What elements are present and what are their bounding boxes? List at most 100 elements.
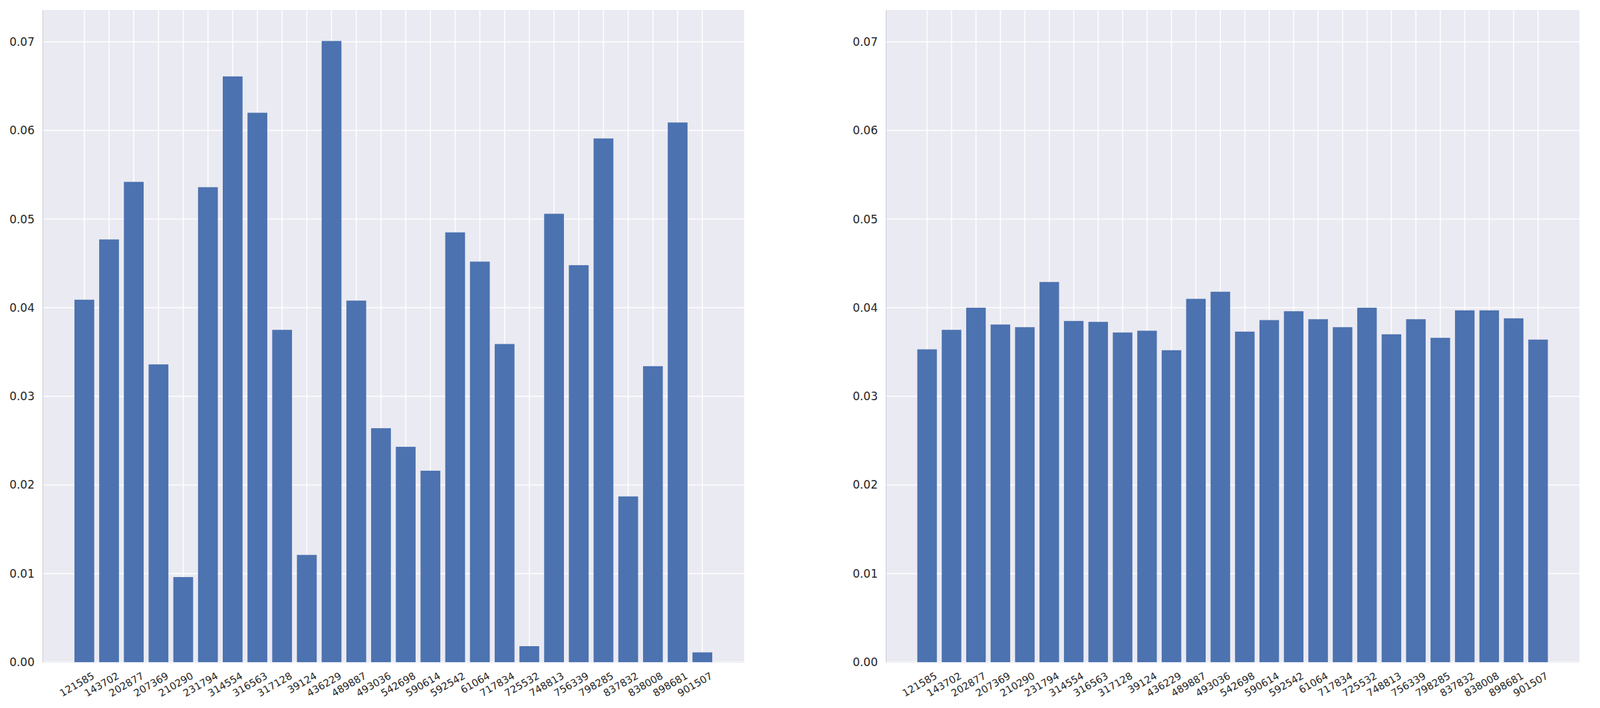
tick: 0.05 [9, 212, 43, 226]
bar [1112, 332, 1132, 663]
bar [1528, 339, 1548, 663]
tick: 0.03 [9, 389, 43, 403]
grid-line [42, 573, 745, 575]
bar [1405, 319, 1426, 663]
grid-line [42, 218, 745, 221]
tick: 317128 [1095, 662, 1136, 700]
tick: 0.03 [852, 389, 886, 403]
tick-label: 0.01 [9, 567, 35, 581]
grid-line [42, 395, 745, 398]
bar [222, 76, 243, 663]
grid [885, 9, 1580, 663]
bar [917, 349, 937, 663]
grid-line [42, 484, 745, 487]
tick: 0.07 [9, 35, 43, 49]
tick-label: 0.04 [9, 301, 35, 315]
tick-label: 0.05 [9, 212, 35, 226]
tick: 0.02 [852, 478, 886, 492]
bar [1479, 310, 1499, 663]
grid-line [885, 395, 1580, 398]
x-axis: 1215851437022028772073692102902317943145… [886, 662, 1581, 700]
bar [346, 300, 367, 663]
grid-line [42, 661, 745, 664]
bar [1381, 334, 1402, 663]
bar [1186, 299, 1206, 663]
bar [1161, 350, 1182, 663]
x-axis: 1215851437022028772073692102902317943145… [43, 662, 745, 700]
tick: 0.01 [852, 567, 886, 581]
grid-line [701, 9, 703, 663]
bar [1064, 321, 1084, 663]
bar [395, 446, 416, 663]
bar [494, 343, 515, 663]
bar [990, 324, 1011, 663]
bar [470, 262, 491, 663]
grid-line [42, 307, 745, 309]
tick-label: 0.00 [9, 655, 35, 669]
grid [42, 9, 745, 663]
bar [321, 41, 342, 663]
bar [445, 232, 466, 663]
axis-line [42, 10, 44, 664]
bar [1308, 319, 1328, 663]
grid-line [885, 573, 1580, 575]
bar [1014, 327, 1035, 663]
bar [74, 299, 95, 663]
axis-line [885, 10, 887, 664]
tick: 0.07 [852, 35, 886, 49]
grid-line [885, 307, 1580, 309]
tick-label: 0.01 [852, 567, 878, 581]
bar [1503, 318, 1523, 663]
tick: 901507 [1511, 662, 1551, 700]
tick-label: 0.00 [852, 655, 878, 669]
axis-line [43, 662, 745, 664]
tick: 592542 [1266, 662, 1307, 700]
tick-label: 0.04 [852, 301, 878, 315]
tick: 0.02 [9, 478, 43, 492]
bar [1234, 331, 1255, 663]
bars [917, 281, 1548, 663]
bar [692, 652, 713, 663]
tick: 0.06 [852, 123, 886, 137]
bar [1088, 321, 1108, 663]
tick-label: 0.02 [9, 478, 35, 492]
tick-label: 0.03 [852, 389, 878, 403]
tick-label: 0.07 [9, 35, 35, 49]
grid-line [885, 661, 1580, 664]
bar [1137, 331, 1157, 663]
tick: 592542 [428, 662, 468, 700]
bar [667, 122, 688, 663]
bar [643, 366, 664, 663]
bar [543, 214, 564, 663]
bar [941, 329, 961, 663]
bar [1259, 320, 1279, 663]
tick: 0.04 [852, 301, 886, 315]
bar [271, 329, 292, 663]
bar [198, 187, 219, 663]
plot-background [885, 9, 1580, 663]
plot-background [42, 9, 745, 663]
bar [568, 265, 589, 663]
tick-label: 901507 [675, 670, 715, 700]
tick-label: 901507 [1511, 670, 1551, 700]
grid-line [528, 9, 531, 663]
bar [1210, 291, 1230, 663]
figure: 0.00 0.01 0.02 0.03 0.04 0.05 0.06 0.07 12158514… [0, 0, 1600, 708]
tick-label: 0.06 [852, 123, 878, 137]
bar [420, 470, 441, 663]
bar [618, 496, 639, 663]
bar [99, 239, 120, 663]
bar [1430, 337, 1450, 663]
bar [123, 182, 144, 663]
bar [148, 364, 169, 663]
tick-label: 0.03 [9, 389, 35, 403]
grid-line [885, 484, 1580, 487]
tick-label: 0.06 [9, 123, 35, 137]
tick: 0.04 [9, 301, 43, 315]
bar [1455, 310, 1475, 663]
tick: 317128 [255, 662, 295, 700]
tick: 0.06 [9, 123, 43, 137]
bar [966, 307, 986, 663]
bar [173, 577, 194, 663]
bar [1039, 281, 1059, 663]
